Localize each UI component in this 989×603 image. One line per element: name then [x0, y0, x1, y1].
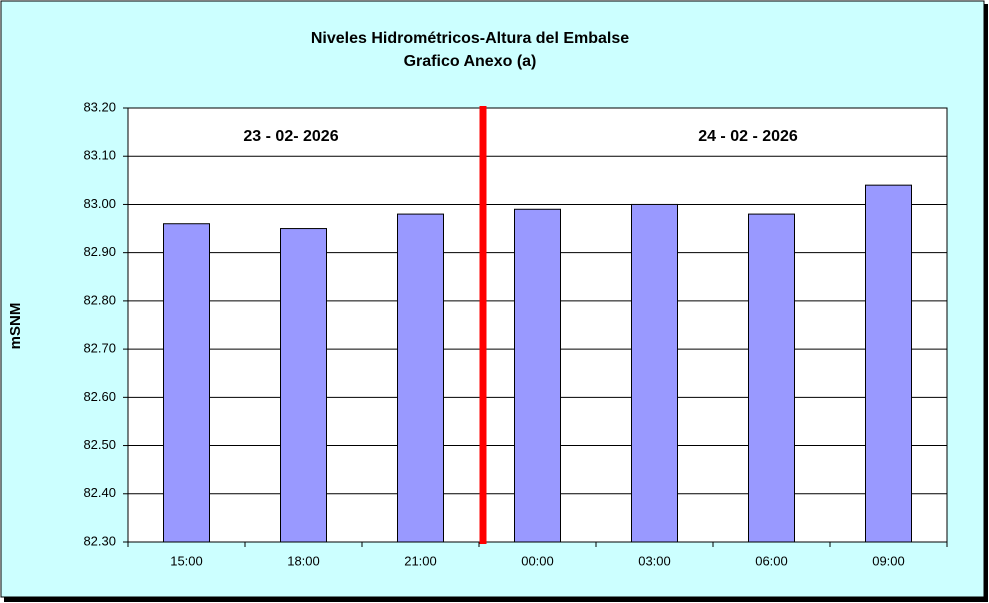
date-annotation: 24 - 02 - 2026: [698, 128, 798, 145]
y-tick-label: 82.70: [83, 341, 116, 356]
y-tick-label: 82.30: [83, 533, 116, 548]
y-tick-label: 82.80: [83, 292, 116, 307]
bar: [397, 213, 444, 543]
y-tick-label: 82.60: [83, 389, 116, 404]
y-tick-label: 82.40: [83, 485, 116, 500]
chart-subtitle: Grafico Anexo (a): [404, 53, 537, 70]
y-axis-label: mSNM: [7, 303, 24, 350]
bar: [163, 223, 210, 543]
bar: [865, 184, 912, 543]
y-tick-label: 83.00: [83, 196, 116, 211]
y-tick-label: 83.20: [83, 99, 116, 114]
y-tick-label: 83.10: [83, 148, 116, 163]
x-tick-label: 00:00: [521, 553, 554, 568]
bar: [631, 203, 678, 543]
bar: [280, 228, 327, 543]
x-tick-label: 06:00: [755, 553, 788, 568]
x-tick-label: 09:00: [872, 553, 905, 568]
bar: [514, 208, 561, 543]
x-tick-label: 03:00: [638, 553, 671, 568]
x-tick-label: 18:00: [287, 553, 320, 568]
bar: [748, 213, 795, 543]
x-tick-label: 21:00: [404, 553, 437, 568]
y-tick-label: 82.90: [83, 244, 116, 259]
y-tick-label: 82.50: [83, 437, 116, 452]
date-annotation: 23 - 02- 2026: [243, 128, 338, 145]
chart-title: Niveles Hidrométricos-Altura del Embalse: [311, 30, 629, 47]
x-tick-label: 15:00: [170, 553, 203, 568]
